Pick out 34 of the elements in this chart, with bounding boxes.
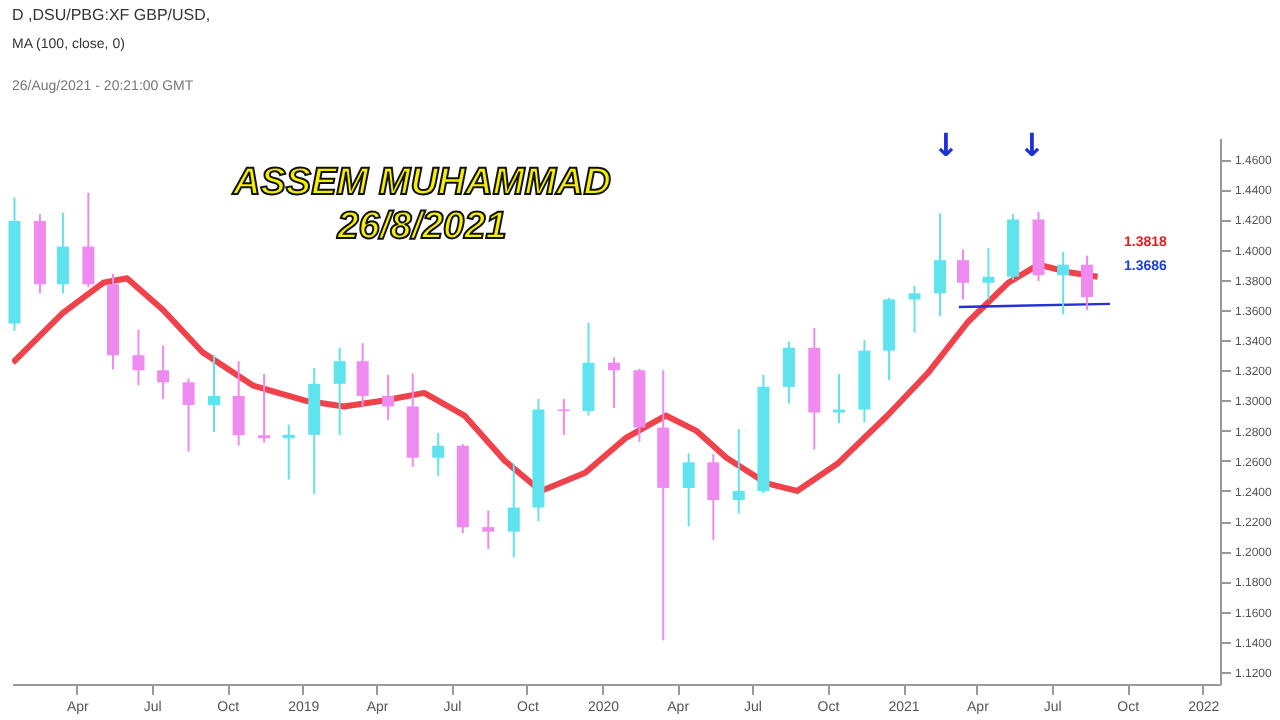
annotation: ↓	[1018, 126, 1046, 164]
candlestick	[208, 354, 221, 434]
candlestick	[182, 377, 195, 453]
candlestick	[557, 397, 570, 437]
candlestick	[382, 373, 395, 422]
annotation: ASSEM MUHAMMAD	[231, 162, 612, 204]
candlestick	[1080, 254, 1093, 311]
candlestick	[258, 373, 271, 444]
candlestick	[56, 211, 69, 295]
candlestick	[132, 328, 145, 387]
candlestick	[682, 452, 695, 528]
candlestick	[982, 247, 995, 301]
candlestick	[933, 212, 946, 317]
candlestick	[356, 342, 369, 408]
candlestick	[832, 373, 845, 425]
candlestick	[908, 284, 921, 334]
annotation: 26/8/2021	[335, 206, 507, 248]
candlestick	[956, 248, 969, 301]
candlestick	[82, 191, 95, 289]
candlestick	[432, 431, 445, 477]
line-series	[12, 261, 1101, 494]
candlestick	[1057, 250, 1070, 316]
candlestick	[607, 356, 620, 409]
candlestick	[732, 428, 745, 515]
candlestick	[157, 344, 170, 400]
candlestick	[782, 340, 795, 405]
candlestick	[333, 346, 346, 437]
candlestick	[232, 360, 245, 447]
chart-title: D ,DSU/PBG:XF GBP/USD,	[12, 6, 211, 24]
candlestick	[707, 452, 720, 541]
candlestick	[282, 423, 295, 481]
annotation: ↓	[932, 126, 960, 164]
candlestick	[482, 509, 495, 551]
candlestick	[507, 462, 520, 559]
